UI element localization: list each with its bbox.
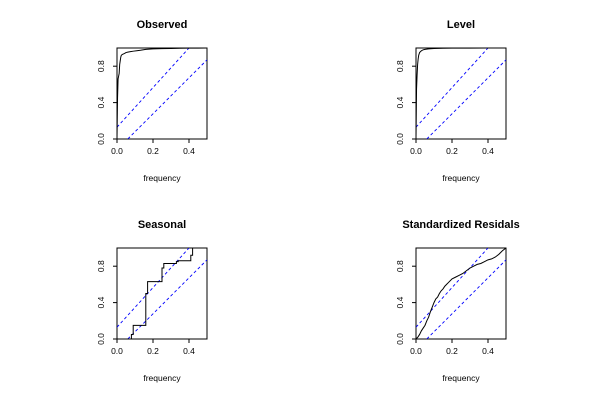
x-tick-label: 0.4	[482, 146, 494, 156]
chart-title: Observed	[137, 19, 188, 31]
chart-title: Seasonal	[138, 219, 186, 231]
cumulative-periodogram-line	[117, 248, 207, 339]
plot-frame	[116, 247, 208, 340]
x-tick-label: 0.0	[111, 346, 123, 356]
x-axis-label: frequency	[143, 373, 181, 383]
x-tick-label: 0.2	[147, 146, 159, 156]
chart-title: Level	[447, 19, 475, 31]
y-tick-label: 0.0	[395, 333, 405, 345]
panel-level: Level 0.0 0.2 0.4 0.0 0.4 0.8 frequency	[395, 19, 507, 183]
confidence-band-line-lower	[426, 59, 506, 139]
y-tick-label: 0.8	[96, 60, 106, 72]
y-tick-label: 0.0	[96, 333, 106, 345]
y-tick-label: 0.4	[395, 296, 405, 308]
x-tick-label: 0.4	[183, 146, 195, 156]
confidence-band-line-upper	[416, 248, 489, 328]
x-axis-label: frequency	[442, 373, 480, 383]
panel-observed: Observed 0.0 0.2 0.4 0.0 0.4 0.8 frequency	[96, 19, 208, 183]
y-tick-label: 0.8	[395, 260, 405, 272]
plot-frame	[415, 47, 507, 140]
y-tick-label: 0.0	[395, 133, 405, 145]
y-tick-label: 0.4	[96, 296, 106, 308]
y-tick-label: 0.8	[395, 60, 405, 72]
x-tick-label: 0.0	[410, 346, 422, 356]
panel-seasonal: Seasonal 0.0 0.2 0.4 0.0 0.4 0.8 frequency	[96, 219, 208, 383]
plot-frame	[116, 47, 208, 140]
x-tick-label: 0.2	[446, 146, 458, 156]
x-axis-label: frequency	[442, 173, 480, 183]
confidence-band-line-lower	[127, 59, 207, 139]
confidence-band-line-upper	[416, 48, 489, 128]
x-tick-label: 0.2	[446, 346, 458, 356]
x-tick-label: 0.2	[147, 346, 159, 356]
chart-title: Standardized Residals	[402, 219, 519, 231]
confidence-band-line-upper	[117, 248, 190, 328]
y-tick-label: 0.8	[96, 260, 106, 272]
panel-standardized-residals: Standardized Residals 0.0 0.2 0.4 0.0 0.4 0.8 f…	[395, 219, 520, 383]
x-tick-label: 0.0	[410, 146, 422, 156]
confidence-band-line-lower	[426, 259, 506, 339]
cumulative-periodogram-line	[416, 248, 506, 339]
confidence-band-line-upper	[117, 48, 190, 128]
x-axis-label: frequency	[143, 173, 181, 183]
cumulative-periodogram-line	[117, 48, 207, 139]
plot-frame	[415, 247, 507, 340]
y-tick-label: 0.4	[96, 96, 106, 108]
confidence-band-line-lower	[127, 259, 207, 339]
cumulative-periodogram-line	[416, 48, 506, 139]
x-tick-label: 0.0	[111, 146, 123, 156]
y-tick-label: 0.0	[96, 133, 106, 145]
x-tick-label: 0.4	[482, 346, 494, 356]
y-tick-label: 0.4	[395, 96, 405, 108]
x-tick-label: 0.4	[183, 346, 195, 356]
